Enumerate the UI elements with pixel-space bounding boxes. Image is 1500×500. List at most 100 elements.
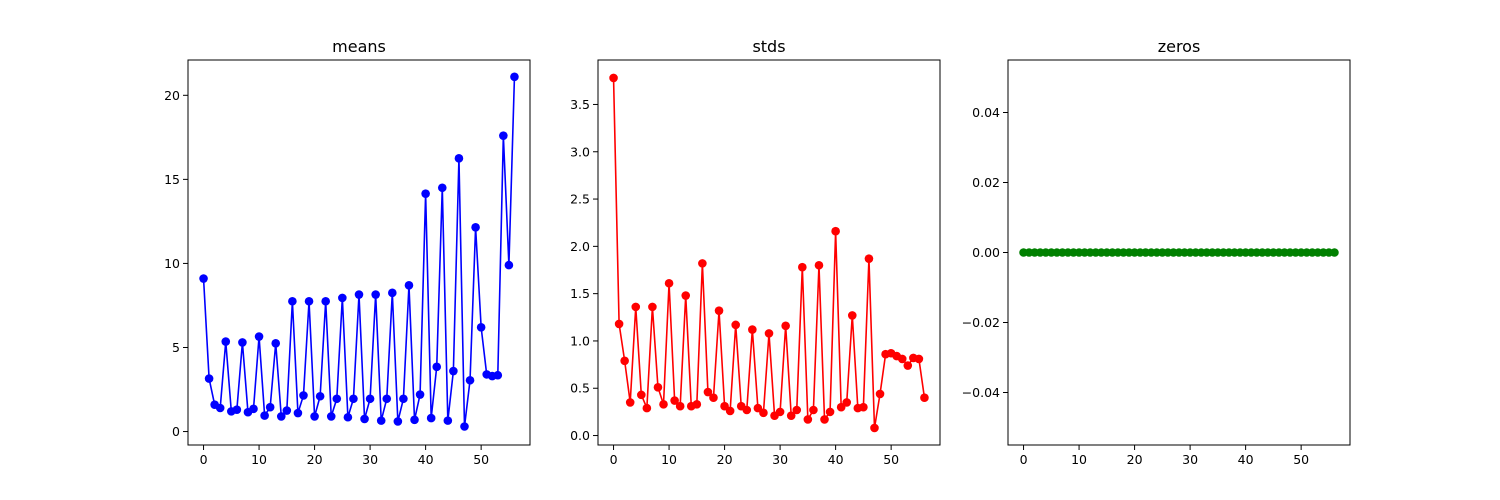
data-point bbox=[360, 414, 369, 424]
data-point bbox=[493, 370, 503, 380]
data-point bbox=[221, 337, 231, 346]
data-point bbox=[254, 332, 264, 341]
data-point bbox=[631, 302, 641, 312]
x-tick-label: 0 bbox=[200, 452, 208, 467]
series-line bbox=[612, 77, 926, 429]
data-point bbox=[249, 404, 258, 414]
data-point bbox=[1330, 248, 1339, 257]
subplot-zeros: zeros 0 10 20 30 40 50 −0.04 −0.02 0.00 0.02 0.04 bbox=[962, 37, 1351, 467]
y-tick-label: 0.00 bbox=[972, 245, 1000, 260]
data-point bbox=[504, 260, 514, 270]
data-point bbox=[343, 412, 353, 422]
data-point bbox=[471, 222, 480, 232]
subplot-stds: stds 0 10 20 30 40 50 0.0 0.5 1.0 1.5 2.0 2.5 3.0 3.5 bbox=[570, 37, 941, 467]
y-tick-label: 15 bbox=[164, 172, 180, 187]
data-point bbox=[215, 403, 225, 413]
data-point bbox=[675, 401, 685, 411]
data-point bbox=[454, 154, 464, 163]
data-point bbox=[809, 405, 818, 415]
data-point bbox=[265, 402, 275, 412]
data-point bbox=[304, 296, 314, 306]
data-point bbox=[293, 408, 303, 418]
data-point bbox=[465, 375, 475, 385]
data-point bbox=[376, 416, 386, 425]
y-tick-label: 0.02 bbox=[972, 175, 1000, 190]
x-tick-label: 30 bbox=[362, 452, 378, 467]
y-tick-label: 0.04 bbox=[972, 105, 1000, 120]
data-point bbox=[354, 290, 364, 299]
data-point bbox=[315, 391, 325, 401]
x-tick-label: 50 bbox=[1293, 452, 1309, 467]
data-point bbox=[842, 398, 852, 407]
x-tick-label: 30 bbox=[1182, 452, 1198, 467]
data-point bbox=[499, 131, 508, 140]
data-point bbox=[637, 390, 646, 400]
data-point bbox=[404, 280, 414, 290]
x-tick-label: 10 bbox=[661, 452, 677, 467]
data-point bbox=[653, 383, 663, 392]
data-point bbox=[775, 407, 785, 417]
data-point bbox=[864, 254, 874, 263]
data-point bbox=[620, 356, 629, 366]
data-point bbox=[432, 362, 442, 372]
x-tick-label: 40 bbox=[418, 452, 434, 467]
y-tick-label: −0.04 bbox=[962, 385, 1000, 400]
y-tick-label: 1.0 bbox=[570, 333, 590, 348]
y-tick-label: 0.0 bbox=[570, 428, 590, 443]
data-point bbox=[393, 417, 403, 426]
data-point bbox=[814, 260, 824, 270]
data-point bbox=[437, 183, 447, 193]
data-point bbox=[449, 366, 458, 376]
data-point bbox=[282, 406, 292, 415]
y-tick-label: 3.5 bbox=[570, 97, 590, 112]
data-point bbox=[847, 311, 857, 320]
data-point bbox=[914, 354, 924, 364]
x-tick-label: 40 bbox=[828, 452, 844, 467]
data-point bbox=[820, 415, 829, 424]
data-point bbox=[803, 415, 813, 424]
data-point bbox=[443, 416, 453, 425]
x-tick-label: 50 bbox=[473, 452, 489, 467]
x-tick-label: 40 bbox=[1238, 452, 1254, 467]
data-point bbox=[609, 73, 618, 83]
y-tick-label: 5 bbox=[172, 340, 180, 355]
y-tick-label: 20 bbox=[164, 88, 180, 103]
chart-title: zeros bbox=[1158, 37, 1201, 56]
y-tick-label: 0.5 bbox=[570, 381, 590, 396]
data-point bbox=[725, 406, 735, 416]
subplot-means: means 0 10 20 30 40 50 0 5 10 15 20 bbox=[164, 37, 531, 467]
data-point bbox=[731, 320, 740, 330]
data-point bbox=[260, 411, 269, 420]
data-point bbox=[399, 394, 408, 404]
data-point bbox=[310, 412, 319, 421]
data-point bbox=[670, 396, 679, 405]
data-point bbox=[426, 413, 436, 423]
data-point bbox=[714, 306, 724, 315]
data-point bbox=[288, 296, 297, 306]
y-tick-label: 3.0 bbox=[570, 144, 590, 159]
data-point bbox=[338, 293, 347, 303]
data-point bbox=[903, 361, 913, 370]
data-point bbox=[798, 262, 807, 272]
data-point bbox=[271, 338, 281, 348]
data-point bbox=[764, 329, 774, 338]
data-point bbox=[238, 338, 247, 347]
x-tick-label: 20 bbox=[1127, 452, 1143, 467]
data-point bbox=[410, 415, 419, 425]
data-point bbox=[199, 274, 208, 283]
data-point bbox=[371, 290, 380, 299]
data-point bbox=[692, 400, 702, 409]
data-point bbox=[781, 321, 790, 331]
data-point bbox=[825, 407, 835, 417]
x-tick-label: 30 bbox=[772, 452, 788, 467]
data-point bbox=[510, 72, 519, 82]
data-point bbox=[421, 189, 430, 198]
axes-frame bbox=[597, 59, 941, 446]
data-point bbox=[792, 405, 802, 415]
data-point bbox=[920, 393, 929, 403]
data-point bbox=[476, 323, 486, 332]
data-point bbox=[659, 400, 668, 409]
data-point bbox=[614, 319, 624, 329]
y-tick-label: 0 bbox=[172, 424, 180, 439]
